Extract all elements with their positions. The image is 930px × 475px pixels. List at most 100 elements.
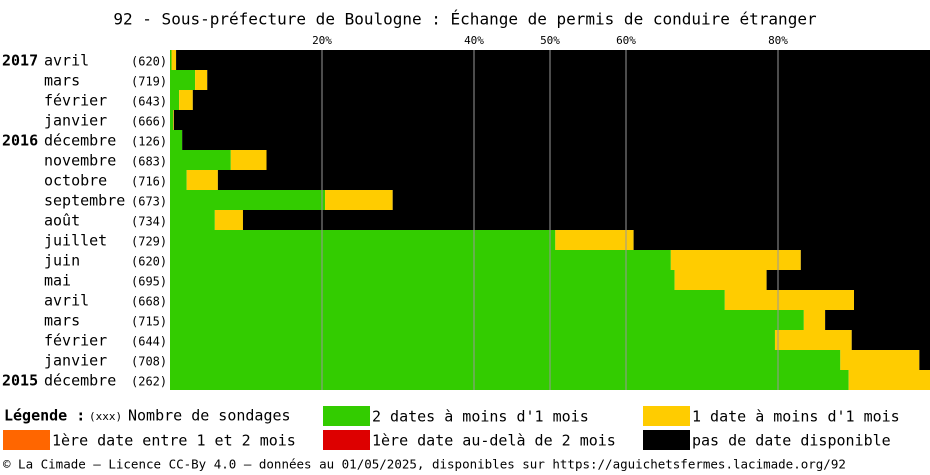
- count-label: (666): [131, 115, 167, 129]
- bar-segment: [555, 230, 634, 250]
- row-label: novembre: [44, 152, 116, 170]
- bar-segment: [848, 370, 930, 390]
- bar-segment: [179, 90, 193, 110]
- bar-segment: [670, 250, 801, 270]
- row-label: janvier: [44, 352, 107, 370]
- legend-label: 1ère date entre 1 et 2 mois: [52, 432, 296, 450]
- bar-segment: [171, 50, 177, 70]
- bar-segment: [170, 230, 556, 250]
- year-label: 2017: [2, 52, 38, 70]
- legend-swatch: [643, 430, 690, 450]
- row-label: décembre: [44, 132, 116, 150]
- bar-segment: [207, 70, 930, 90]
- row-label: août: [44, 212, 80, 230]
- row-label: juillet: [44, 232, 107, 250]
- count-label: (673): [131, 195, 167, 209]
- row-label: mars: [44, 72, 80, 90]
- bar-segment: [266, 150, 930, 170]
- count-label: (262): [131, 375, 167, 389]
- bar-segment: [186, 170, 218, 190]
- legend-swatch: [3, 430, 50, 450]
- count-label: (620): [131, 55, 167, 69]
- bar-segment: [800, 250, 930, 270]
- bar-segment: [182, 130, 930, 150]
- count-label: (729): [131, 235, 167, 249]
- row-label: avril: [44, 52, 89, 70]
- year-label: 2016: [2, 132, 38, 150]
- row-label: avril: [44, 292, 89, 310]
- legend-title: Légende :: [4, 407, 85, 425]
- legend-label: 2 dates à moins d'1 mois: [372, 408, 589, 426]
- count-label: (708): [131, 355, 167, 369]
- x-tick-label: 80%: [768, 34, 788, 47]
- bar-segment: [325, 190, 393, 210]
- count-label: (668): [131, 295, 167, 309]
- bar-segment: [195, 70, 208, 90]
- bar-segment: [392, 190, 930, 210]
- legend-swatch: [323, 430, 370, 450]
- chart-title: 92 - Sous-préfecture de Boulogne : Échan…: [113, 10, 817, 29]
- count-label: (719): [131, 75, 167, 89]
- bar-segment: [170, 130, 183, 150]
- row-label: mars: [44, 312, 80, 330]
- x-tick-label: 20%: [312, 34, 332, 47]
- bar-segment: [170, 70, 196, 90]
- bar-segment: [170, 170, 187, 190]
- row-label: décembre: [44, 372, 116, 390]
- bar-segment: [170, 350, 841, 370]
- bar-segment: [170, 150, 231, 170]
- legend-label: pas de date disponible: [692, 432, 891, 450]
- count-label: (644): [131, 335, 167, 349]
- bar-segment: [766, 270, 930, 290]
- count-label: (126): [131, 135, 167, 149]
- row-label: mai: [44, 272, 71, 290]
- bar-segment: [170, 210, 215, 230]
- bar-segment: [170, 190, 326, 210]
- row-label: janvier: [44, 112, 107, 130]
- legend-label: 1ère date au-delà de 2 mois: [372, 432, 616, 450]
- count-label: (683): [131, 155, 167, 169]
- count-label: (695): [131, 275, 167, 289]
- bar-segment: [214, 210, 243, 230]
- row-label: septembre: [44, 192, 125, 210]
- bar-segment: [674, 270, 767, 290]
- count-label: (643): [131, 95, 167, 109]
- count-label: (715): [131, 315, 167, 329]
- bar-segment: [774, 330, 852, 350]
- count-legend-symbol: (xxx): [89, 410, 122, 423]
- row-label: juin: [44, 252, 80, 270]
- bar-segment: [192, 90, 930, 110]
- x-tick-label: 50%: [540, 34, 560, 47]
- count-label: (716): [131, 175, 167, 189]
- legend-swatch: [643, 406, 690, 426]
- bar-segment: [176, 50, 930, 70]
- legend-label: 1 date à moins d'1 mois: [692, 408, 900, 426]
- count-legend-text: Nombre de sondages: [128, 407, 291, 425]
- bar-segment: [851, 330, 930, 350]
- bar-segment: [633, 230, 930, 250]
- bar-segment: [170, 310, 804, 330]
- bar-segment: [854, 290, 930, 310]
- x-tick-label: 40%: [464, 34, 484, 47]
- bar-segment: [170, 370, 849, 390]
- bar-segment: [170, 330, 775, 350]
- bar-segment: [230, 150, 267, 170]
- bar-segment: [170, 90, 180, 110]
- bar-segment: [919, 350, 930, 370]
- bar-segment: [825, 310, 930, 330]
- count-label: (620): [131, 255, 167, 269]
- bar-segment: [173, 110, 174, 130]
- row-label: février: [44, 92, 107, 110]
- footer: © La Cimade — Licence CC-By 4.0 — donnée…: [3, 457, 846, 472]
- row-label: octobre: [44, 172, 107, 190]
- bar-segment: [170, 270, 675, 290]
- bar-segment: [170, 50, 172, 70]
- year-label: 2015: [2, 372, 38, 390]
- bar-segment: [217, 170, 930, 190]
- bar-segment: [173, 110, 930, 130]
- bar-segment: [242, 210, 930, 230]
- bar-segment: [170, 110, 174, 130]
- count-label: (734): [131, 215, 167, 229]
- bar-segment: [840, 350, 920, 370]
- bar-segment: [170, 250, 671, 270]
